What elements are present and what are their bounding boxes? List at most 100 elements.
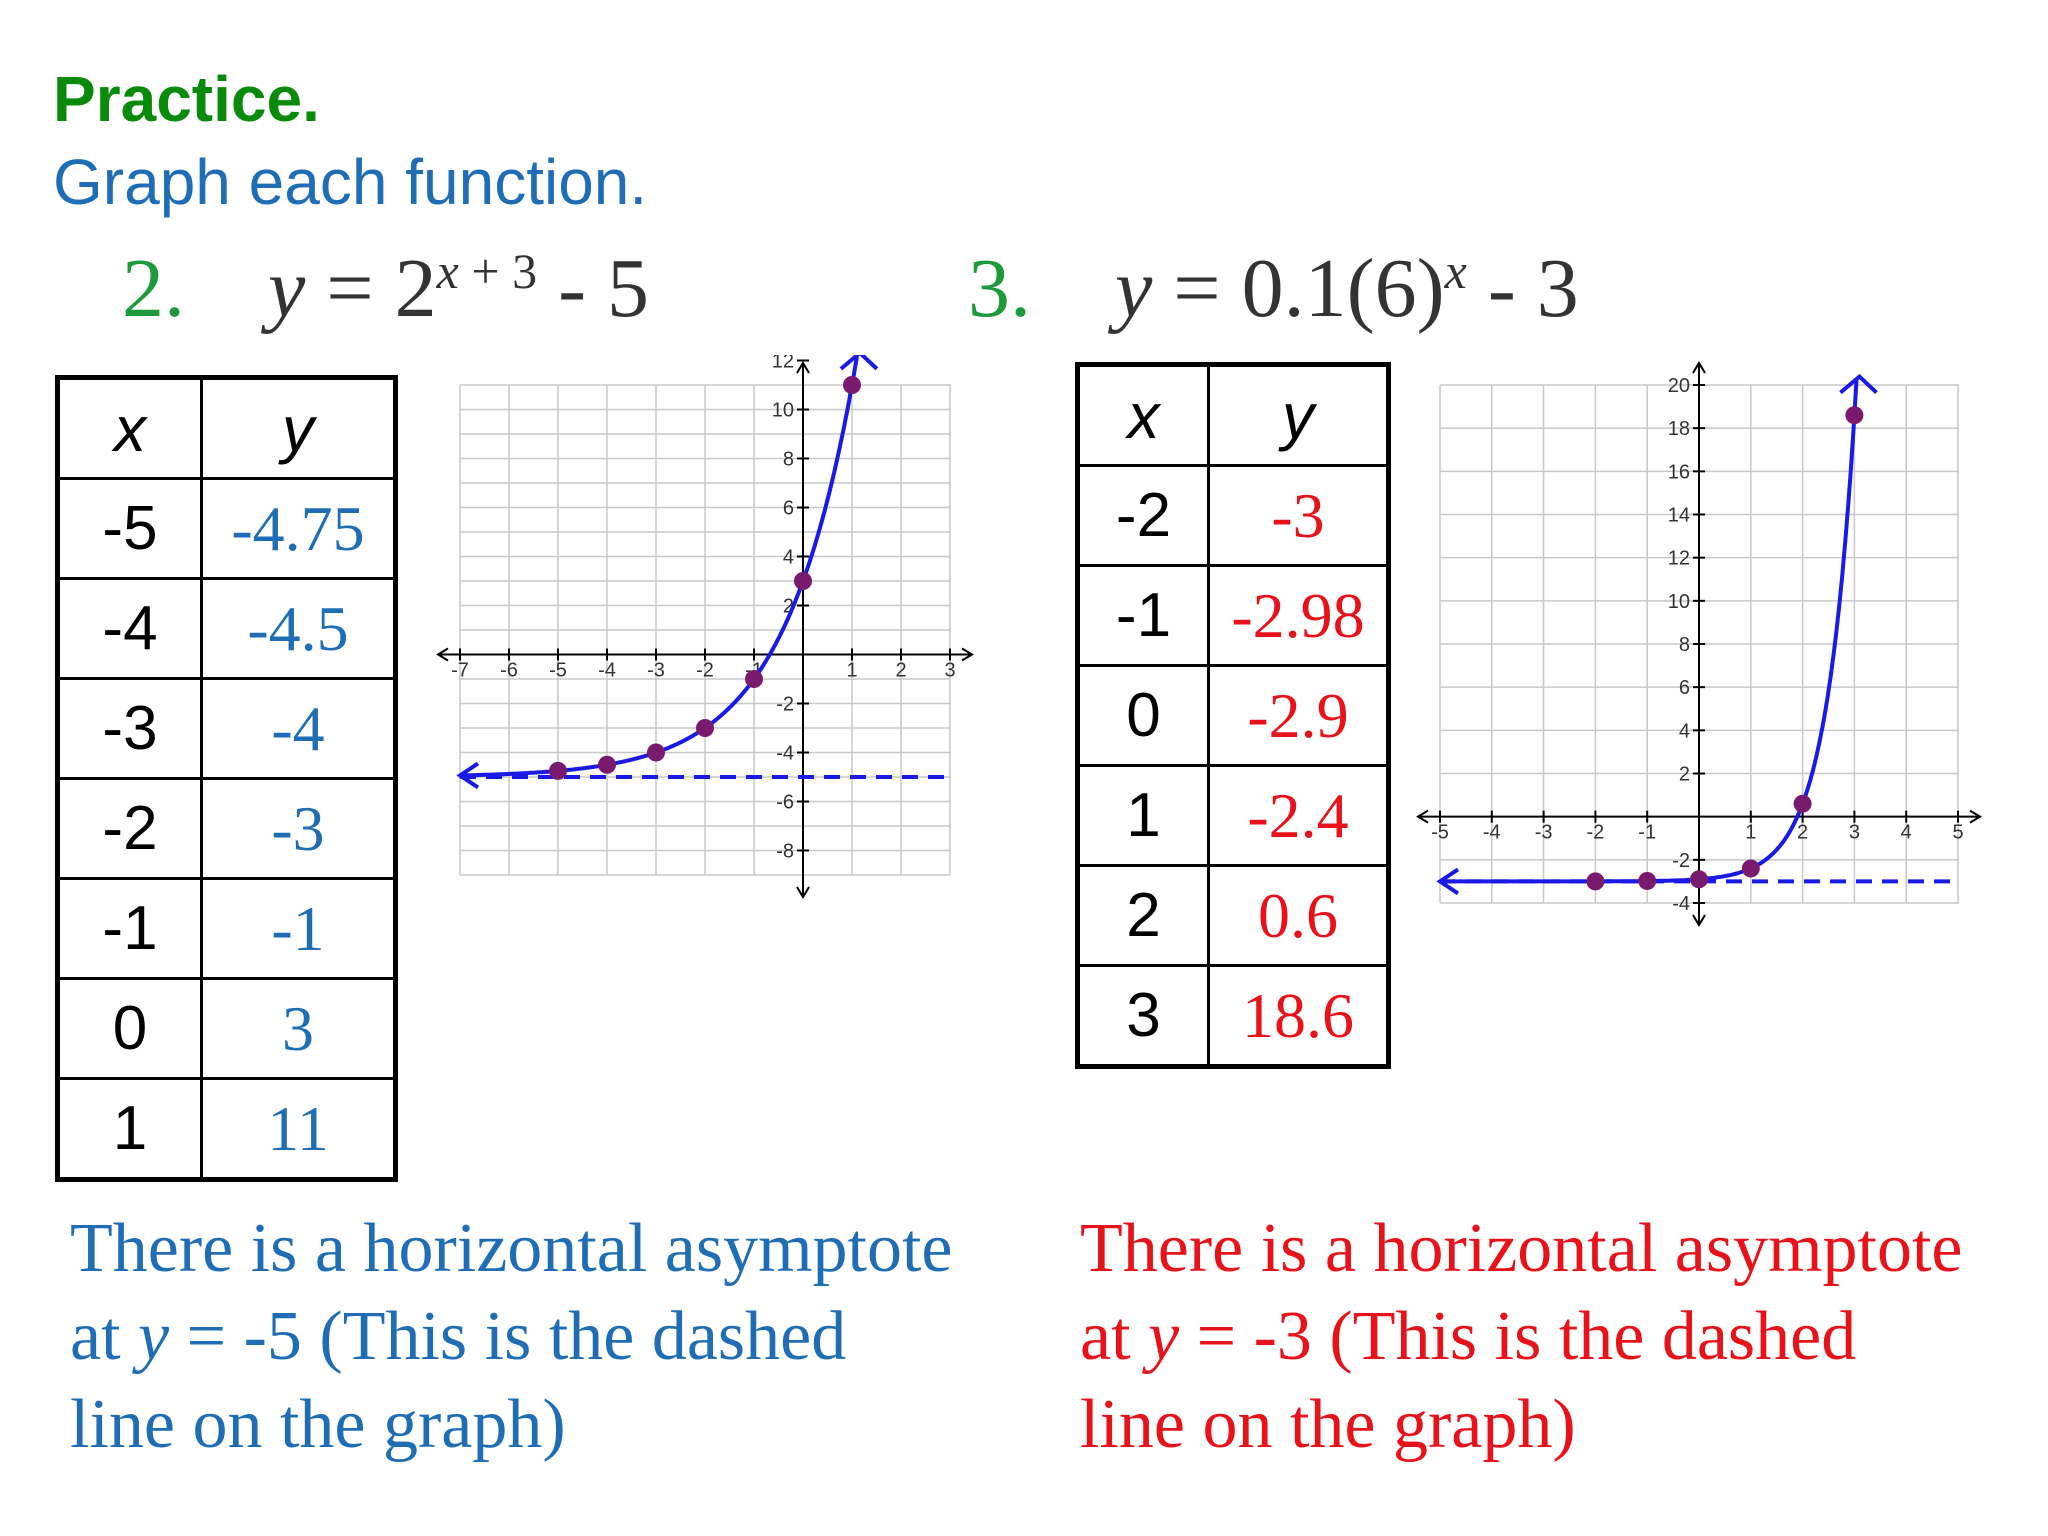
x-tick-label: -3: [1535, 822, 1553, 844]
note-line-1: There is a horizontal asymptote: [1080, 1210, 1963, 1287]
data-point: [598, 755, 616, 774]
practice-title: Practice.: [53, 63, 320, 135]
eq-equals: =: [305, 242, 395, 335]
curve-arrow-up: [839, 355, 879, 371]
table-row: -1 -1: [56, 877, 397, 980]
eq-lhs: y: [1115, 242, 1153, 335]
x-tick-label: 2: [895, 660, 906, 682]
table-row: -2 -3: [1076, 464, 1390, 567]
cell-y: 0.6: [1207, 864, 1390, 967]
y-tick-label: 12: [1668, 548, 1690, 570]
grid: [459, 384, 951, 876]
cell-y: -2.9: [1207, 664, 1390, 767]
table-row: 3 18.6: [1076, 964, 1390, 1068]
x-tick-label: -4: [598, 660, 616, 682]
note-line-3: line on the graph): [1080, 1386, 1576, 1463]
eq-base: 0.1(6): [1241, 242, 1445, 335]
cell-x: -1: [1076, 564, 1210, 667]
eq-exponent: x + 3: [436, 243, 538, 299]
eq-base: 2: [394, 242, 437, 335]
y-tick-label: -4: [1672, 893, 1690, 915]
y-axis-arrow-up: [796, 361, 810, 374]
data-point: [1586, 872, 1605, 891]
y-tick-label: 20: [1668, 375, 1690, 397]
cell-x: -5: [56, 477, 203, 580]
x-tick-label: 3: [1849, 822, 1860, 844]
x-tick-label: 1: [846, 660, 857, 682]
y-tick-label: 10: [1668, 591, 1690, 613]
header-y: y: [1207, 363, 1390, 467]
y-tick-label: 18: [1668, 418, 1690, 440]
y-tick-label: -4: [776, 743, 794, 765]
eq-lhs: y: [268, 242, 306, 335]
x-axis-arrow-left: [1416, 809, 1429, 824]
x-axis-arrow-left: [436, 647, 449, 662]
cell-y: 3: [200, 977, 397, 1080]
note-line-3: line on the graph): [70, 1386, 566, 1463]
eq-tail: - 5: [537, 242, 650, 335]
data-point: [696, 719, 714, 737]
curve-arrow-up: [1839, 373, 1878, 395]
cell-x: -3: [56, 677, 203, 780]
table-row: -2 -3: [56, 777, 397, 880]
table-row: -1 -2.98: [1076, 564, 1390, 667]
table-row: 1 11: [56, 1077, 397, 1181]
table-row: 1 -2.4: [1076, 764, 1390, 867]
y-tick-label: -2: [776, 694, 794, 716]
table-row: 0 -2.9: [1076, 664, 1390, 767]
data-point: [647, 743, 665, 762]
x-tick-label: 5: [1952, 822, 1963, 844]
table-row: -3 -4: [56, 677, 397, 780]
curve-arrow-left: [1436, 867, 1460, 896]
y-tick-label: 6: [783, 498, 794, 520]
y-tick-label: 2: [783, 596, 794, 618]
x-tick-label: -3: [647, 660, 665, 682]
x-tick-label: -5: [549, 660, 567, 682]
y-axis-arrow-down: [796, 886, 810, 899]
table-row: 2 0.6: [1076, 864, 1390, 967]
x-tick-label: 1: [1745, 822, 1756, 844]
eq-exponent: x: [1444, 243, 1467, 299]
note-line-2: at y = -3 (This is the dashed: [1080, 1298, 1857, 1375]
data-point: [1845, 406, 1864, 425]
eq-equals: =: [1152, 242, 1242, 335]
instruction-text: Graph each function.: [53, 146, 648, 218]
problem-2-note: There is a horizontal asymptote at y = -…: [70, 1205, 953, 1469]
data-point: [1793, 794, 1812, 813]
y-axis-arrow-down: [1692, 914, 1706, 927]
y-tick-label: 8: [783, 449, 794, 471]
y-tick-label: -2: [1672, 850, 1690, 872]
y-tick-label: 16: [1668, 461, 1690, 483]
y-tick-label: -6: [776, 792, 794, 814]
cell-y: 18.6: [1207, 964, 1390, 1068]
data-point: [1690, 870, 1708, 889]
x-tick-label: -1: [1638, 822, 1656, 844]
function-curve: [459, 356, 859, 778]
x-tick-label: -2: [696, 660, 714, 682]
data-point: [843, 376, 861, 394]
y-tick-label: 4: [783, 547, 794, 569]
y-tick-label: 6: [1679, 677, 1690, 699]
cell-x: 1: [56, 1077, 203, 1181]
note-line-2: at y = -5 (This is the dashed: [70, 1298, 847, 1375]
header-x: x: [1076, 363, 1210, 467]
y-tick-label: 4: [1679, 720, 1690, 742]
table-header-row: x y: [1076, 363, 1390, 467]
cell-x: 2: [1076, 864, 1210, 967]
cell-x: -1: [56, 877, 203, 980]
cell-x: -2: [1076, 464, 1210, 567]
y-tick-label: 8: [1679, 634, 1690, 656]
y-tick-label: 2: [1679, 764, 1690, 786]
cell-y: -2.4: [1207, 764, 1390, 867]
cell-x: 0: [1076, 664, 1210, 767]
cell-y: -4.5: [200, 577, 397, 680]
cell-x: 1: [1076, 764, 1210, 867]
x-tick-label: -6: [500, 660, 518, 682]
data-point: [1638, 871, 1657, 890]
problem-2-equation: y = 2x + 3 - 5: [268, 240, 649, 337]
curve-arrow-left: [456, 761, 480, 790]
